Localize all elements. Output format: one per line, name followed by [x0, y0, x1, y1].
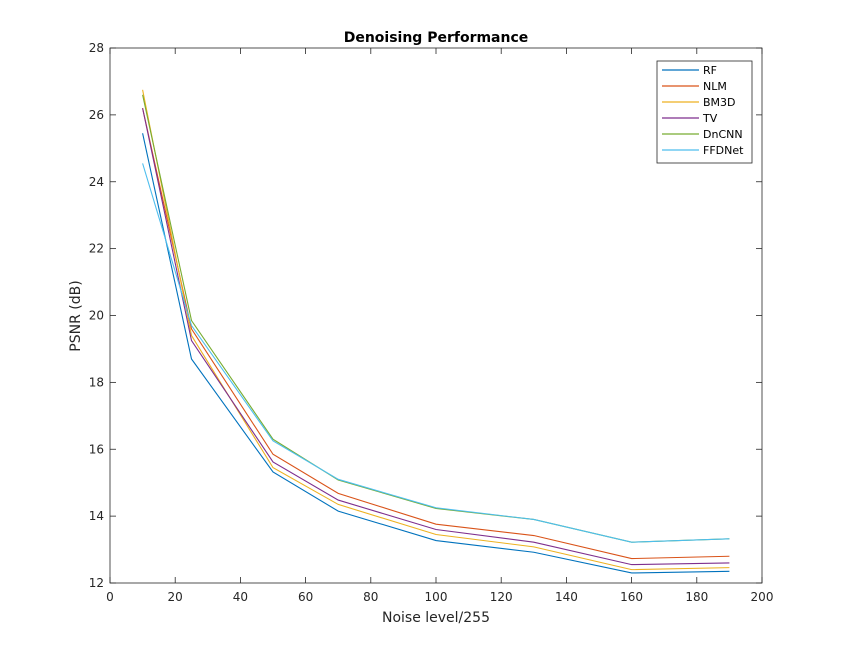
y-tick-label: 18 [89, 375, 104, 389]
legend-label-nlm: NLM [703, 80, 727, 93]
x-tick-label: 40 [233, 590, 248, 604]
y-tick-label: 20 [89, 309, 104, 323]
x-tick-label: 100 [425, 590, 448, 604]
legend-label-dncnn: DnCNN [703, 128, 743, 141]
series-line-rf [142, 133, 730, 574]
legend-label-ffdnet: FFDNet [703, 144, 744, 157]
plot-area: 0 20 40 60 80 100 120 140 160 180 200 12 14 16 18 20 22 2… [89, 41, 774, 604]
y-tick-label: 22 [89, 242, 104, 256]
legend: RF NLM BM3D TV DnCNN FFDNet [656, 60, 753, 164]
y-axis-label: PSNR (dB) [68, 280, 84, 351]
x-tick-label: 80 [363, 590, 378, 604]
series-line-bm3d [142, 89, 730, 571]
x-tick-label: 120 [490, 590, 513, 604]
legend-label-bm3d: BM3D [703, 96, 736, 109]
x-tick-label: 180 [685, 590, 708, 604]
y-tick-label: 12 [89, 576, 104, 590]
legend-box [656, 60, 753, 164]
x-tick-label: 160 [620, 590, 643, 604]
y-tick-label: 16 [89, 442, 104, 456]
legend-label-tv: TV [702, 112, 718, 125]
x-tick-label: 140 [555, 590, 578, 604]
x-tick-label: 0 [106, 590, 114, 604]
chart-title: Denoising Performance [344, 30, 529, 46]
x-tick-label: 20 [168, 590, 183, 604]
legend-label-rf: RF [703, 64, 717, 77]
y-tick-label: 28 [89, 41, 104, 55]
x-axis-label: Noise level/255 [382, 610, 490, 626]
y-tick-label: 14 [89, 509, 104, 523]
series-line-nlm [142, 108, 730, 560]
y-tick-label: 26 [89, 108, 104, 122]
x-tick-label: 200 [751, 590, 774, 604]
x-tick-label: 60 [298, 590, 313, 604]
series-line-ffdnet [142, 163, 730, 543]
y-tick-label: 24 [89, 175, 104, 189]
series-line-tv [142, 108, 730, 566]
